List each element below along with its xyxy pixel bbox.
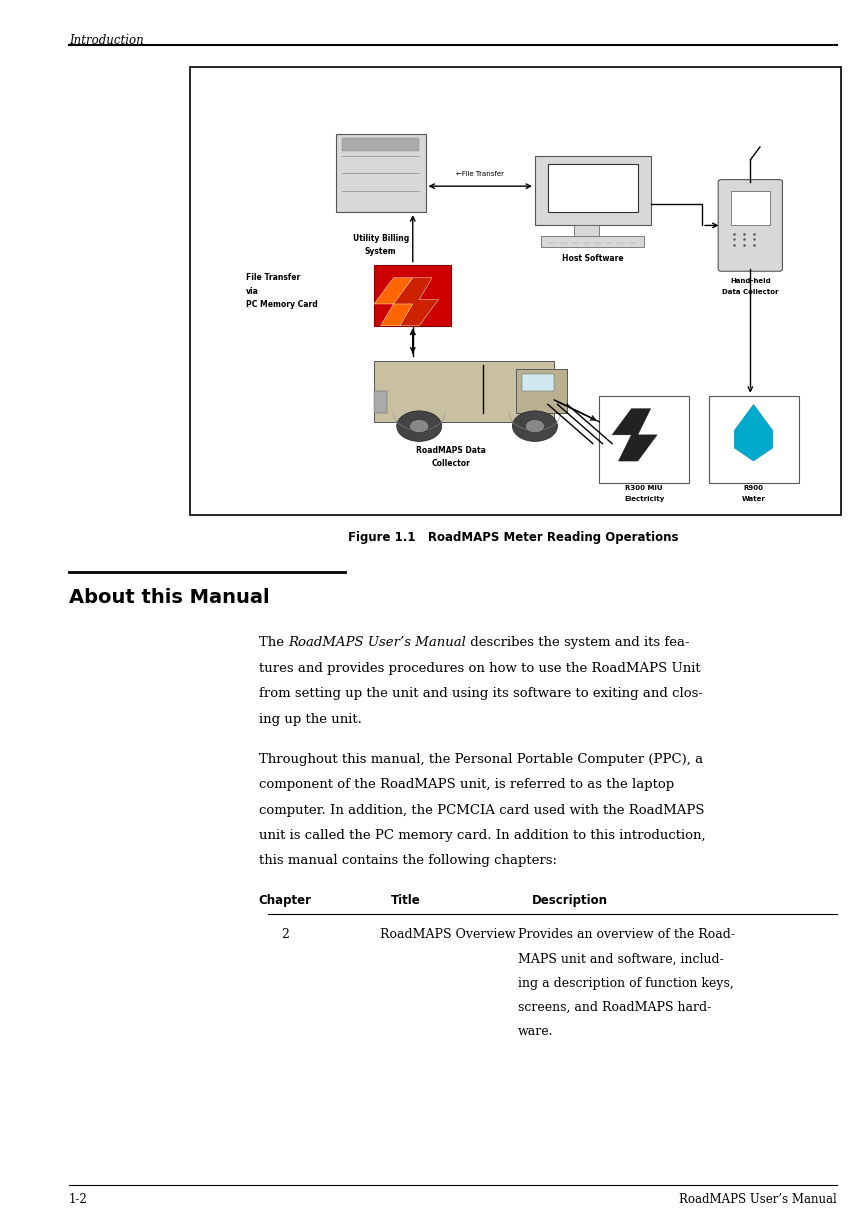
Text: RoadMAPS Overview: RoadMAPS Overview xyxy=(380,928,515,942)
Text: Description: Description xyxy=(532,894,608,908)
Text: tures and provides procedures on how to use the RoadMAPS Unit: tures and provides procedures on how to … xyxy=(259,662,701,675)
Text: screens, and RoadMAPS hard-: screens, and RoadMAPS hard- xyxy=(518,1001,711,1014)
Bar xyxy=(375,264,451,326)
Text: Figure 1.1   RoadMAPS Meter Reading Operations: Figure 1.1 RoadMAPS Meter Reading Operat… xyxy=(349,531,678,544)
Text: computer. In addition, the PCMCIA card used with the RoadMAPS: computer. In addition, the PCMCIA card u… xyxy=(259,804,704,817)
Text: Introduction: Introduction xyxy=(69,34,144,47)
Text: Title: Title xyxy=(391,894,420,908)
Text: via: via xyxy=(246,286,259,296)
Text: Collector: Collector xyxy=(432,459,471,468)
Text: from setting up the unit and using its software to exiting and clos-: from setting up the unit and using its s… xyxy=(259,687,702,701)
FancyBboxPatch shape xyxy=(375,361,554,422)
Text: unit is called the PC memory card. In addition to this introduction,: unit is called the PC memory card. In ad… xyxy=(259,829,706,842)
Text: System: System xyxy=(365,247,396,256)
Bar xyxy=(522,373,554,391)
Bar xyxy=(548,165,638,212)
Text: 2: 2 xyxy=(280,928,289,942)
Text: Host Software: Host Software xyxy=(562,253,624,263)
Bar xyxy=(731,190,770,225)
Text: Hand-held: Hand-held xyxy=(730,278,771,284)
Text: this manual contains the following chapters:: this manual contains the following chapt… xyxy=(259,854,557,868)
Circle shape xyxy=(397,411,442,441)
Text: ←File Transfer: ←File Transfer xyxy=(457,171,504,177)
Bar xyxy=(574,225,599,239)
Bar xyxy=(541,236,644,247)
Bar xyxy=(190,67,841,515)
Text: ing a description of function keys,: ing a description of function keys, xyxy=(518,977,734,990)
Bar xyxy=(599,395,690,482)
Text: describes the system and its fea-: describes the system and its fea- xyxy=(466,636,690,650)
Text: RoadMAPS User’s Manual: RoadMAPS User’s Manual xyxy=(288,636,466,650)
Text: Electricity: Electricity xyxy=(624,496,665,502)
FancyBboxPatch shape xyxy=(718,179,783,271)
Text: RoadMAPS User’s Manual: RoadMAPS User’s Manual xyxy=(679,1193,837,1206)
Text: Chapter: Chapter xyxy=(258,894,312,908)
Circle shape xyxy=(526,419,545,433)
Text: component of the RoadMAPS unit, is referred to as the laptop: component of the RoadMAPS unit, is refer… xyxy=(259,778,674,791)
Bar xyxy=(535,155,651,225)
Circle shape xyxy=(410,419,429,433)
Bar xyxy=(709,395,798,482)
Circle shape xyxy=(513,411,557,441)
Text: Water: Water xyxy=(741,496,765,502)
Text: Provides an overview of the Road-: Provides an overview of the Road- xyxy=(518,928,734,942)
Text: File Transfer: File Transfer xyxy=(246,274,299,282)
Bar xyxy=(342,138,419,152)
Text: R900: R900 xyxy=(744,485,764,491)
Polygon shape xyxy=(734,405,773,461)
Text: 1-2: 1-2 xyxy=(69,1193,88,1206)
Text: R300 MIU: R300 MIU xyxy=(626,485,663,491)
Polygon shape xyxy=(394,278,438,326)
Text: ing up the unit.: ing up the unit. xyxy=(259,713,362,726)
Text: PC Memory Card: PC Memory Card xyxy=(246,299,318,309)
Text: MAPS unit and software, includ-: MAPS unit and software, includ- xyxy=(518,953,723,966)
Text: ware.: ware. xyxy=(518,1025,553,1039)
FancyBboxPatch shape xyxy=(515,370,567,413)
Bar xyxy=(375,391,387,413)
Text: About this Manual: About this Manual xyxy=(69,588,269,607)
Polygon shape xyxy=(375,278,419,326)
Text: The: The xyxy=(259,636,288,650)
Polygon shape xyxy=(612,408,657,461)
Text: Throughout this manual, the Personal Portable Computer (PPC), a: Throughout this manual, the Personal Por… xyxy=(259,753,703,766)
FancyBboxPatch shape xyxy=(336,133,425,212)
Text: Data Collector: Data Collector xyxy=(722,288,778,295)
Text: Utility Billing: Utility Billing xyxy=(352,234,409,244)
Text: RoadMAPS Data: RoadMAPS Data xyxy=(417,446,486,454)
